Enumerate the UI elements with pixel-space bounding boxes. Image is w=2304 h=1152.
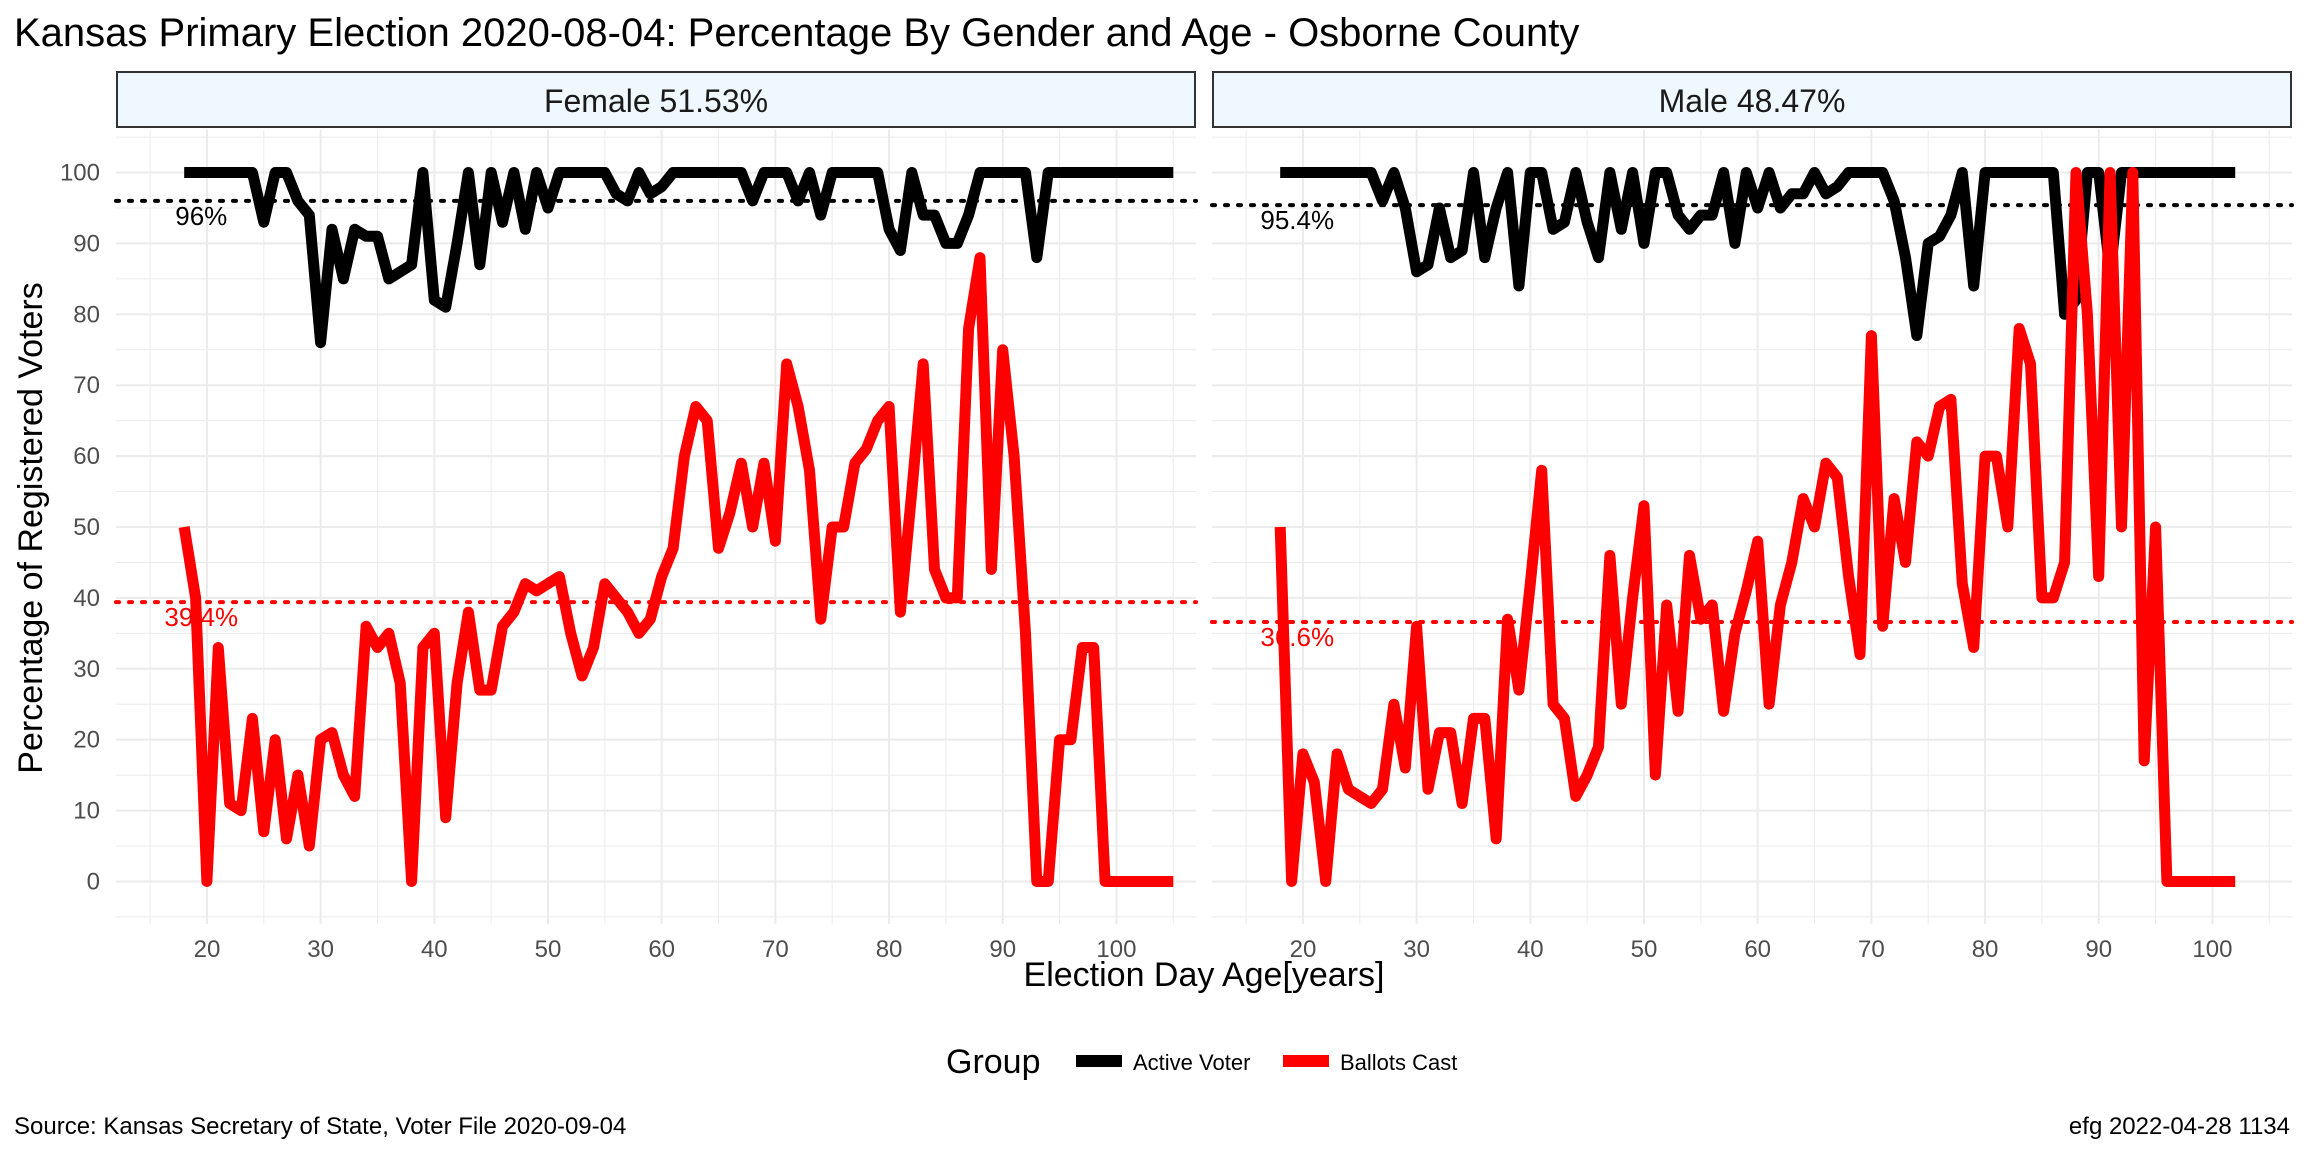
facet-strip-label: Male 48.47% — [1659, 83, 1846, 119]
chart-title: Kansas Primary Election 2020-08-04: Perc… — [14, 11, 1579, 55]
y-tick-label: 20 — [73, 727, 100, 754]
facet-strip-label: Female 51.53% — [544, 83, 768, 119]
y-tick-label: 50 — [73, 514, 100, 541]
x-tick-label: 100 — [1096, 936, 1136, 963]
x-axis-label: Election Day Age[years] — [1024, 956, 1385, 994]
x-tick-label: 70 — [762, 936, 789, 963]
facet-strip-box — [1212, 71, 2292, 128]
y-tick-label: 10 — [73, 798, 100, 825]
y-tick-label: 100 — [60, 160, 100, 187]
x-tick-label: 30 — [1403, 936, 1430, 963]
x-tick-label: 60 — [1744, 936, 1771, 963]
reference-label-ballots-cast: 36.6% — [1260, 622, 1334, 652]
y-tick-label: 0 — [87, 868, 100, 895]
x-tick-label: 50 — [535, 936, 562, 963]
facet-strip: Female 51.53% — [116, 71, 1196, 128]
x-tick-label: 70 — [1858, 936, 1885, 963]
facet-panels: Female 51.53% 20 30 40 50 60 70 80 90 100 0 10 20 30 4… — [60, 71, 2294, 963]
reference-label-active-voter: 96% — [175, 201, 227, 231]
x-tick-label: 80 — [876, 936, 903, 963]
x-tick-label: 30 — [307, 936, 334, 963]
facet-strip-box — [116, 71, 1196, 128]
x-tick-label: 80 — [1972, 936, 1999, 963]
series-line-ballots-cast — [1274, 167, 2236, 887]
y-tick-label: 30 — [73, 656, 100, 683]
y-tick-label: 40 — [73, 585, 100, 612]
series-line-active-voter — [184, 167, 1174, 349]
y-tick-label: 90 — [73, 230, 100, 257]
x-tick-label: 40 — [421, 936, 448, 963]
reference-label-active-voter: 95.4% — [1260, 205, 1334, 235]
x-tick-label: 20 — [1290, 936, 1317, 963]
y-tick-label: 60 — [73, 443, 100, 470]
x-tick-label: 50 — [1631, 936, 1658, 963]
x-tick-label: 100 — [2192, 936, 2232, 963]
gridlines — [116, 130, 1196, 924]
facet-strip: Male 48.47% — [1212, 71, 2292, 128]
legend-title: Group — [946, 1043, 1041, 1081]
x-tick-label: 90 — [2085, 936, 2112, 963]
x-tick-label: 20 — [194, 936, 221, 963]
source-caption: Source: Kansas Secretary of State, Voter… — [14, 1113, 626, 1140]
x-tick-label: 90 — [989, 936, 1016, 963]
panel-female: Female 51.53% 20 30 40 50 60 70 80 90 100 0 10 20 30 4… — [60, 71, 1198, 963]
series-line-ballots-cast — [178, 252, 1174, 887]
legend: Group Active Voter Ballots Cast — [946, 1043, 1457, 1081]
timestamp-caption: efg 2022-04-28 1134 — [2069, 1113, 2290, 1140]
x-tick-label: 40 — [1517, 936, 1544, 963]
y-axis-label: Percentage of Registered Voters — [12, 282, 50, 773]
y-tick-label: 80 — [73, 301, 100, 328]
x-tick-label: 60 — [648, 936, 675, 963]
legend-label-active-voter: Active Voter — [1133, 1050, 1250, 1075]
panel-male: Male 48.47% 20 30 40 50 60 70 80 90 100 95.4% 36.6% — [1210, 71, 2294, 963]
legend-label-ballots-cast: Ballots Cast — [1340, 1050, 1457, 1075]
y-tick-label: 70 — [73, 372, 100, 399]
